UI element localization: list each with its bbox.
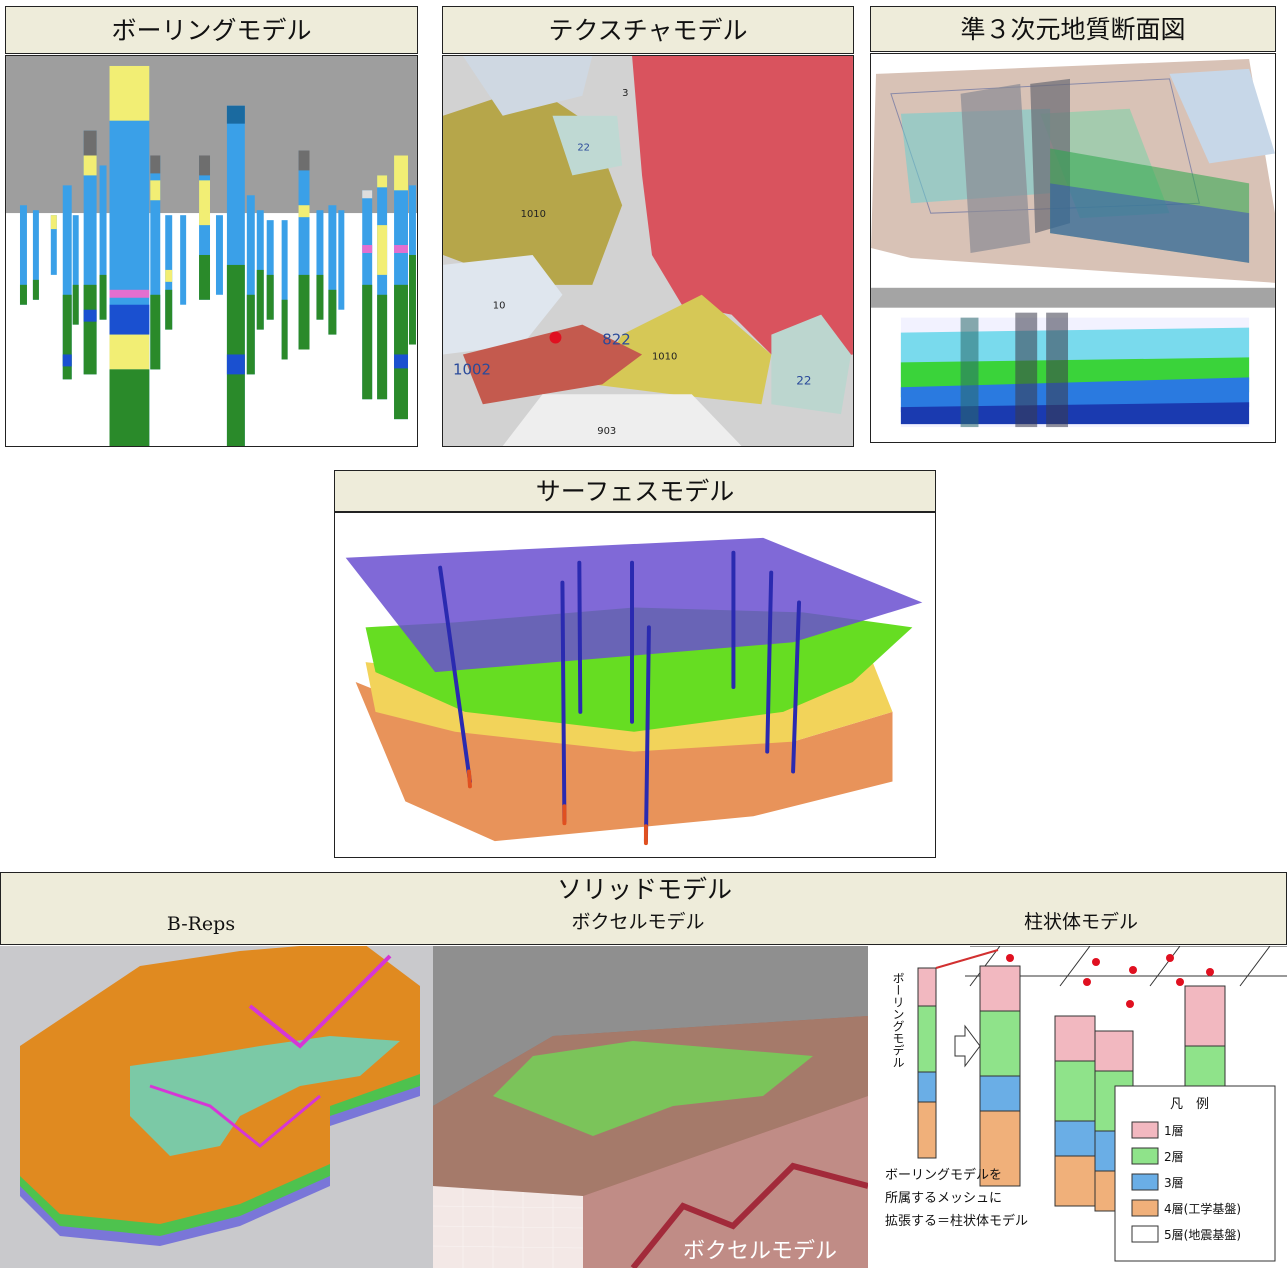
- texture-label: 22: [796, 373, 811, 387]
- column-caption: ボーリングモデルを 所属するメッシュに 拡張する＝柱状体モデル: [885, 1167, 1028, 1229]
- legend-item: 5層(地震基盤): [1164, 1228, 1241, 1242]
- texture-label: 10: [493, 301, 506, 312]
- texture-label: 1010: [521, 209, 546, 220]
- quasi3d-title: 準３次元地質断面図: [870, 6, 1276, 52]
- boring-model-image: [5, 55, 418, 447]
- boring-columns: [19, 65, 416, 446]
- breps-label: B-Reps: [166, 913, 236, 935]
- solid-model-title: ソリッドモデル: [556, 875, 732, 904]
- surface-model-svg: [335, 513, 935, 857]
- caption-line: 拡張する＝柱状体モデル: [885, 1213, 1028, 1229]
- column-label: 柱状体モデル: [1023, 911, 1138, 933]
- surface-model-panel: サーフェスモデル: [334, 470, 936, 858]
- legend-item: 2層: [1164, 1150, 1184, 1164]
- voxel-svg: ボクセルモデル: [433, 946, 868, 1268]
- boring-model-title: ボーリングモデル: [5, 6, 418, 54]
- solid-model-panel: ソリッドモデル B-Reps ボクセルモデル 柱状体モデル: [0, 872, 1287, 1268]
- surface-model-title: サーフェスモデル: [334, 470, 936, 512]
- texture-labels: 3 22 1010 10 822 1010 22 1002 903: [453, 88, 811, 437]
- column-model-image: ボーリングモデル: [870, 946, 1287, 1268]
- texture-label: 1010: [652, 351, 677, 362]
- breps-image: [0, 946, 433, 1268]
- texture-label: 903: [597, 426, 616, 437]
- boring-model-panel: ボーリングモデル: [5, 6, 418, 447]
- texture-label: 22: [577, 143, 590, 154]
- texture-label: 3: [622, 88, 628, 99]
- boring-model-vertical-label: ボーリングモデル: [891, 972, 905, 1068]
- legend: 凡 例 1層 2層 3層 4層(工学基盤) 5層(地震基盤): [1114, 1085, 1276, 1262]
- quasi3d-svg: [871, 54, 1275, 442]
- legend-item: 3層: [1164, 1176, 1184, 1190]
- surface-boreholes: [438, 550, 802, 846]
- legend-title: 凡 例: [1170, 1097, 1209, 1112]
- legend-item: 4層(工学基盤): [1164, 1201, 1241, 1216]
- quasi3d-panel: 準３次元地質断面図: [870, 6, 1276, 443]
- quasi3d-image: [870, 53, 1276, 443]
- texture-label: 822: [602, 331, 630, 349]
- solid-model-header: ソリッドモデル B-Reps ボクセルモデル 柱状体モデル: [0, 872, 1287, 945]
- mesh-dots: [1006, 954, 1214, 1008]
- texture-model-image: 3 22 1010 10 822 1010 22 1002 903: [442, 55, 854, 447]
- boring-model-svg: [6, 56, 417, 446]
- voxel-caption: ボクセルモデル: [683, 1239, 837, 1264]
- texture-model-panel: テクスチャモデル 3 22 1010 10 822 1010 22 1002: [442, 6, 854, 447]
- surface-model-image: [334, 512, 936, 858]
- voxel-image: ボクセルモデル: [433, 946, 868, 1268]
- texture-model-title: テクスチャモデル: [442, 6, 854, 54]
- texture-model-svg: 3 22 1010 10 822 1010 22 1002 903: [443, 56, 853, 446]
- caption-line: ボーリングモデルを: [885, 1167, 1002, 1183]
- column-model-svg: ボーリングモデル: [870, 946, 1287, 1268]
- breps-svg: [0, 946, 433, 1268]
- legend-item: 1層: [1164, 1124, 1184, 1138]
- caption-line: 所属するメッシュに: [885, 1191, 1002, 1206]
- voxel-label: ボクセルモデル: [571, 911, 705, 933]
- texture-label: 1002: [453, 360, 491, 378]
